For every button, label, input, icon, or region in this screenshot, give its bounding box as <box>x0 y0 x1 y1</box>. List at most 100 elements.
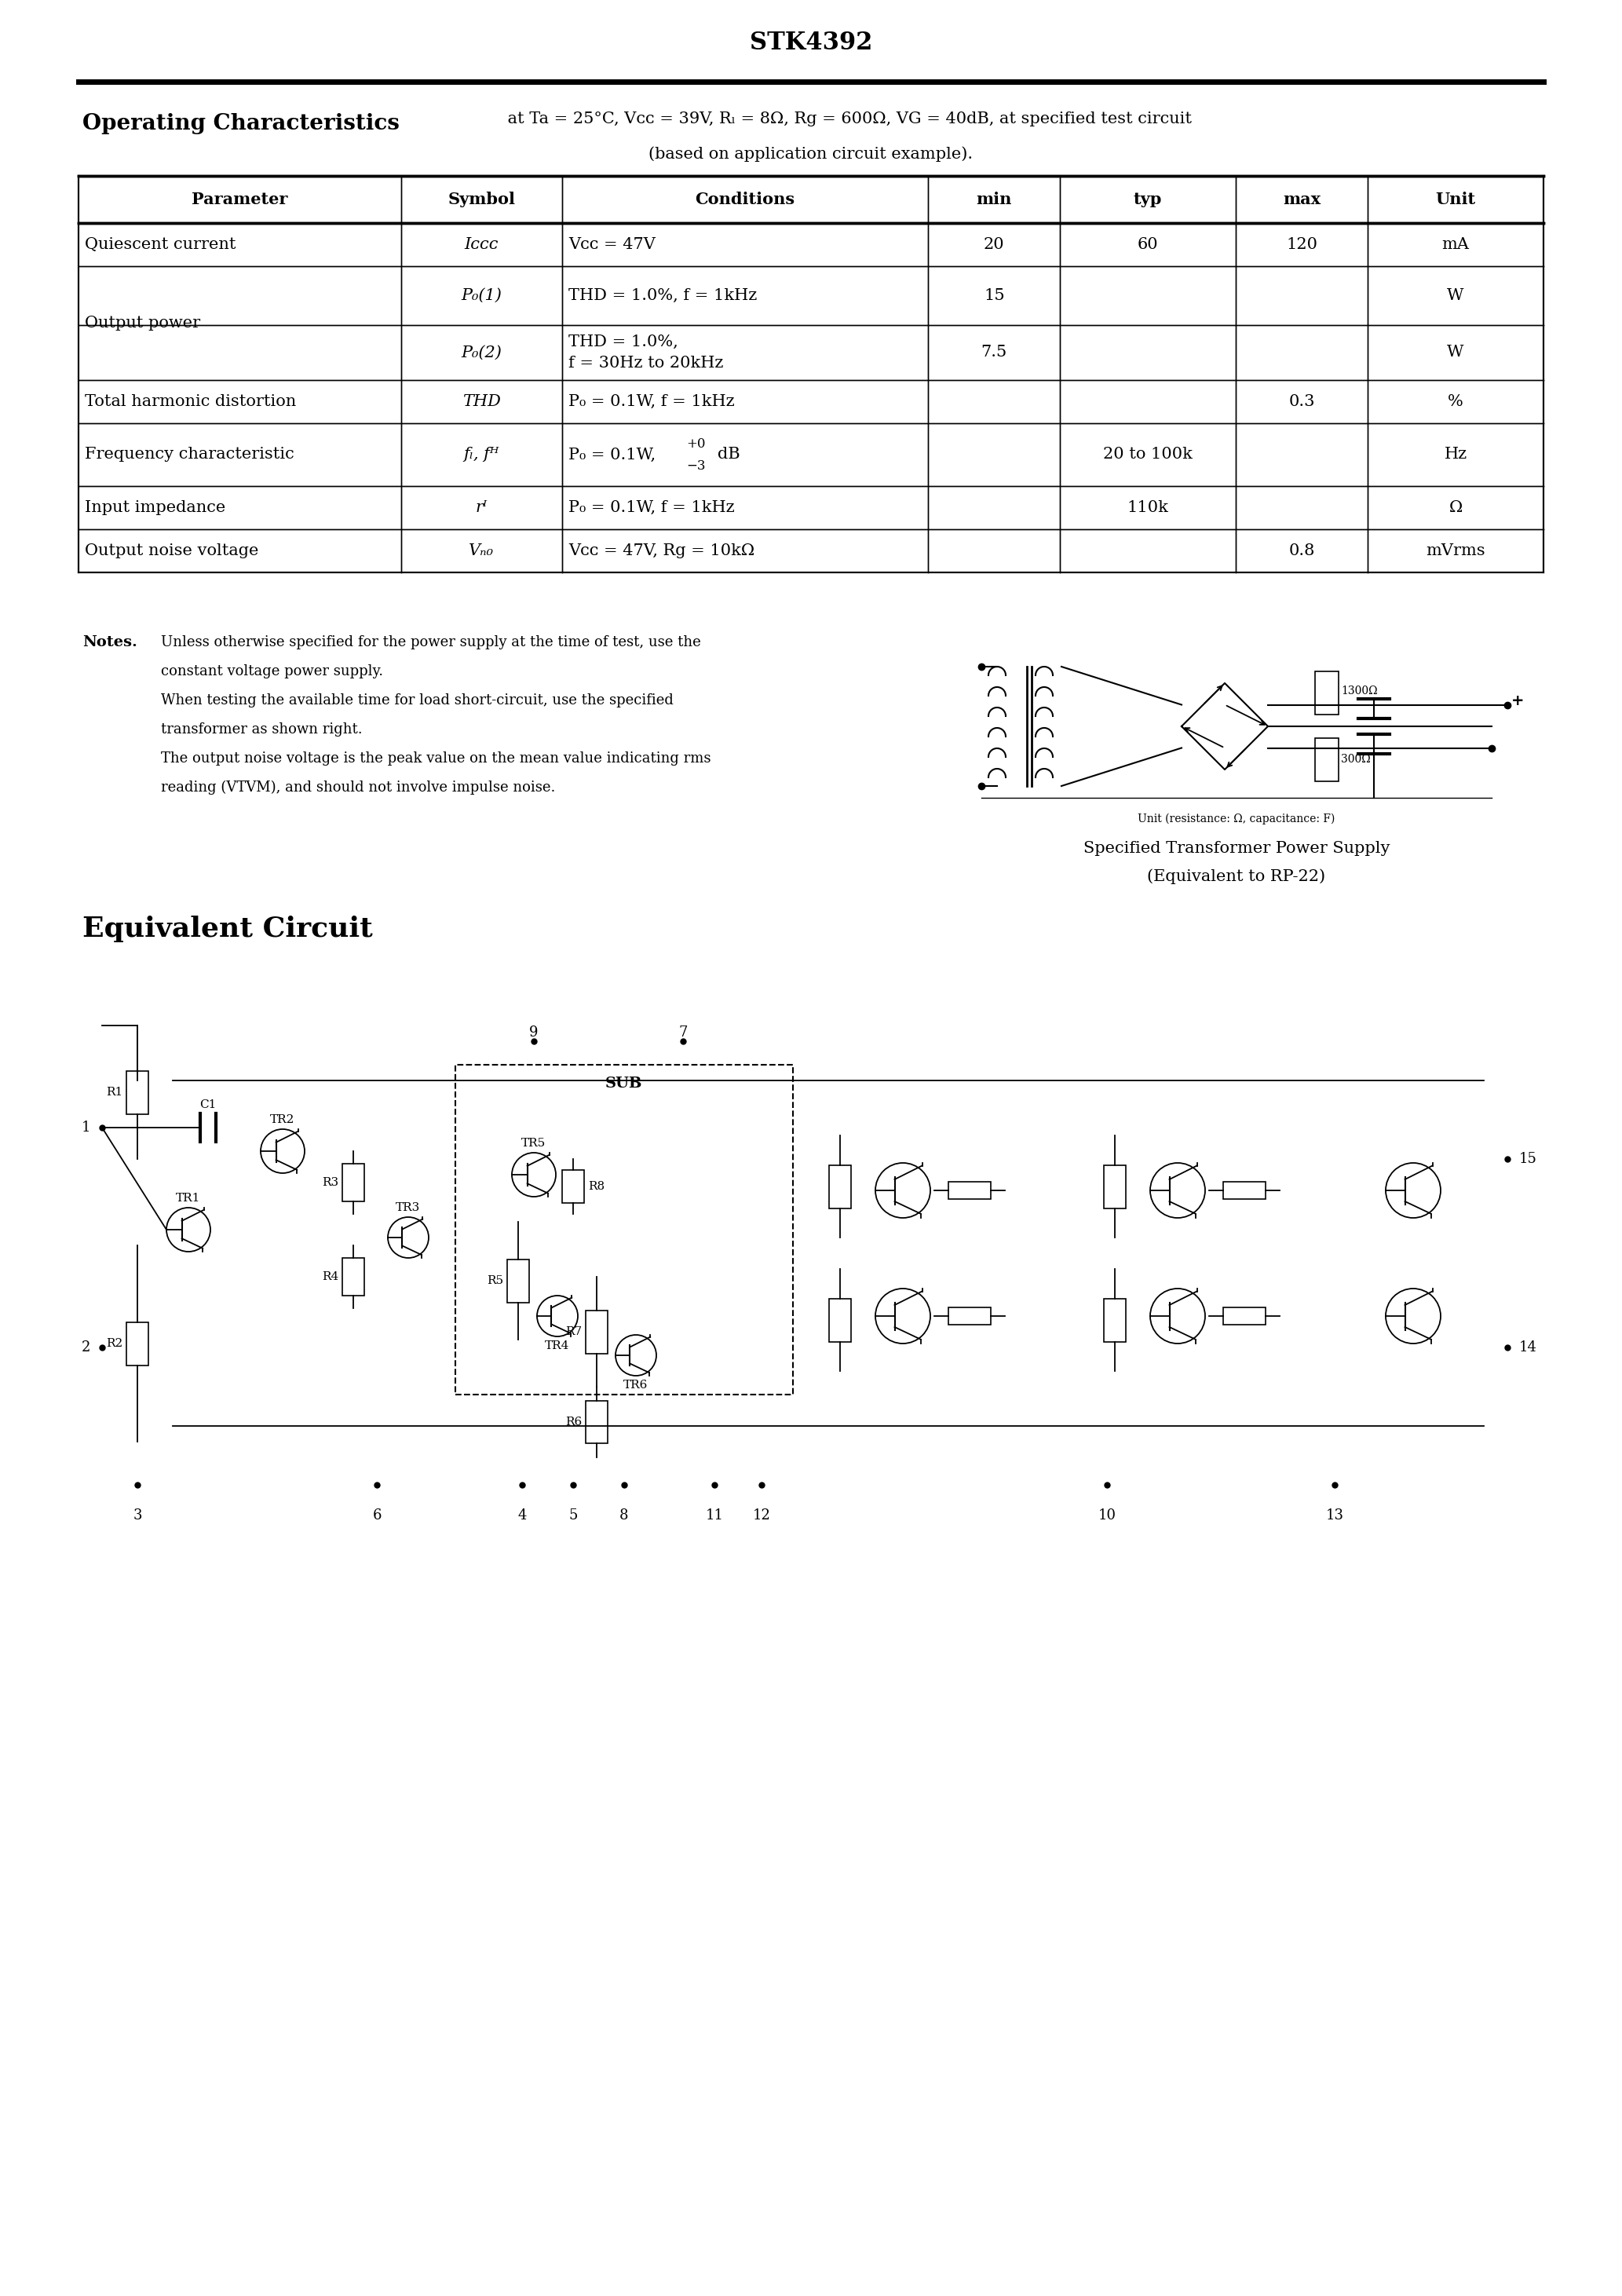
Bar <box>1105 1164 1126 1208</box>
Text: (based on application circuit example).: (based on application circuit example). <box>649 147 973 161</box>
Text: 3: 3 <box>133 1508 141 1522</box>
Text: 4: 4 <box>517 1508 527 1522</box>
Bar <box>949 1182 991 1199</box>
Text: 20: 20 <box>983 236 1004 253</box>
Text: Unit (resistance: Ω, capacitance: F): Unit (resistance: Ω, capacitance: F) <box>1139 813 1335 824</box>
Text: 20 to 100k: 20 to 100k <box>1103 448 1192 461</box>
Text: 9: 9 <box>529 1026 539 1040</box>
Bar <box>829 1164 852 1208</box>
Text: Quiescent current: Quiescent current <box>84 236 235 253</box>
Text: When testing the available time for load short-circuit, use the specified: When testing the available time for load… <box>161 693 673 707</box>
Bar <box>127 1070 148 1114</box>
Text: Ω: Ω <box>1448 501 1463 514</box>
Text: P₀(1): P₀(1) <box>461 289 501 303</box>
Text: mA: mA <box>1442 236 1470 253</box>
Text: dB: dB <box>717 448 740 461</box>
Text: 8: 8 <box>620 1508 629 1522</box>
Text: fₗ, fᴴ: fₗ, fᴴ <box>464 448 500 461</box>
Text: C1: C1 <box>200 1100 216 1111</box>
Text: 14: 14 <box>1520 1341 1538 1355</box>
Text: TR2: TR2 <box>271 1114 295 1125</box>
Text: Hz: Hz <box>1444 448 1466 461</box>
Text: 10: 10 <box>1098 1508 1116 1522</box>
Text: P₀ = 0.1W, f = 1kHz: P₀ = 0.1W, f = 1kHz <box>568 395 735 409</box>
Text: −3: −3 <box>686 459 706 473</box>
Text: 7: 7 <box>678 1026 688 1040</box>
Bar <box>1223 1182 1265 1199</box>
Text: R5: R5 <box>487 1274 503 1286</box>
Text: Specified Transformer Power Supply: Specified Transformer Power Supply <box>1083 840 1390 856</box>
Text: Conditions: Conditions <box>696 191 795 207</box>
Text: constant voltage power supply.: constant voltage power supply. <box>161 664 383 677</box>
Text: Output noise voltage: Output noise voltage <box>84 544 258 558</box>
Text: R3: R3 <box>321 1178 339 1187</box>
Bar <box>1315 670 1338 714</box>
Text: P₀ = 0.1W,: P₀ = 0.1W, <box>568 448 655 461</box>
Text: THD: THD <box>462 395 501 409</box>
Text: TR5: TR5 <box>522 1139 547 1148</box>
Bar <box>78 177 1544 572</box>
Bar <box>342 1258 365 1295</box>
Text: Notes.: Notes. <box>83 636 138 650</box>
Text: 1: 1 <box>81 1120 91 1134</box>
Bar <box>586 1311 608 1352</box>
Text: 12: 12 <box>753 1508 770 1522</box>
Text: Operating Characteristics: Operating Characteristics <box>83 113 399 133</box>
Text: Iᴄᴄᴄ: Iᴄᴄᴄ <box>464 236 498 253</box>
Text: +0: +0 <box>686 436 706 450</box>
Text: THD = 1.0%, f = 1kHz: THD = 1.0%, f = 1kHz <box>568 289 757 303</box>
Text: 15: 15 <box>983 289 1004 303</box>
Text: R8: R8 <box>589 1180 605 1192</box>
Bar <box>949 1306 991 1325</box>
Bar <box>127 1322 148 1366</box>
Bar <box>1223 1306 1265 1325</box>
Text: Vᴄᴄ = 47V, Rg = 10kΩ: Vᴄᴄ = 47V, Rg = 10kΩ <box>568 544 754 558</box>
Bar <box>79 266 401 379</box>
Text: at Ta = 25°C, Vᴄᴄ = 39V, Rₗ = 8Ω, Rg = 600Ω, VG = 40dB, at specified test circui: at Ta = 25°C, Vᴄᴄ = 39V, Rₗ = 8Ω, Rg = 6… <box>503 113 1192 126</box>
Text: 1300Ω: 1300Ω <box>1341 687 1377 696</box>
Text: mVrms: mVrms <box>1426 544 1486 558</box>
Bar <box>829 1297 852 1341</box>
Text: STK4392: STK4392 <box>749 30 873 55</box>
Text: SUB: SUB <box>605 1077 642 1091</box>
Text: Output power: Output power <box>84 315 200 331</box>
Text: typ: typ <box>1134 191 1163 207</box>
Bar <box>342 1164 365 1201</box>
Text: R2: R2 <box>105 1339 123 1350</box>
Text: 5: 5 <box>569 1508 577 1522</box>
Text: f = 30Hz to 20kHz: f = 30Hz to 20kHz <box>568 356 723 372</box>
Text: 11: 11 <box>706 1508 723 1522</box>
Text: TR4: TR4 <box>545 1341 569 1352</box>
Text: R4: R4 <box>321 1272 339 1281</box>
Text: 120: 120 <box>1286 236 1317 253</box>
Text: Total harmonic distortion: Total harmonic distortion <box>84 395 297 409</box>
Bar <box>586 1401 608 1444</box>
Text: 15: 15 <box>1520 1153 1538 1166</box>
Text: W: W <box>1447 289 1465 303</box>
Text: 60: 60 <box>1137 236 1158 253</box>
Text: Vᴄᴄ = 47V: Vᴄᴄ = 47V <box>568 236 655 253</box>
Text: Equivalent Circuit: Equivalent Circuit <box>83 916 373 941</box>
Text: Input impedance: Input impedance <box>84 501 225 514</box>
Text: 0.8: 0.8 <box>1288 544 1315 558</box>
Text: reading (VTVM), and should not involve impulse noise.: reading (VTVM), and should not involve i… <box>161 781 555 794</box>
Bar <box>456 1065 793 1394</box>
Text: +: + <box>1512 693 1525 707</box>
Text: Symbol: Symbol <box>448 191 516 207</box>
Bar <box>1105 1297 1126 1341</box>
Text: P₀(2): P₀(2) <box>461 344 501 360</box>
Text: 6: 6 <box>373 1508 381 1522</box>
Text: 7.5: 7.5 <box>981 344 1007 360</box>
Text: Frequency characteristic: Frequency characteristic <box>84 448 294 461</box>
Text: TR6: TR6 <box>623 1380 649 1391</box>
Text: Unit: Unit <box>1435 191 1476 207</box>
Text: THD = 1.0%,: THD = 1.0%, <box>568 335 678 349</box>
Text: TR3: TR3 <box>396 1203 420 1212</box>
Text: min: min <box>976 191 1012 207</box>
Text: Parameter: Parameter <box>191 191 287 207</box>
Text: rᴵ: rᴵ <box>475 501 487 514</box>
Text: 300Ω: 300Ω <box>1341 753 1371 765</box>
Text: P₀ = 0.1W, f = 1kHz: P₀ = 0.1W, f = 1kHz <box>568 501 735 514</box>
Text: W: W <box>1447 344 1465 360</box>
Text: max: max <box>1283 191 1320 207</box>
